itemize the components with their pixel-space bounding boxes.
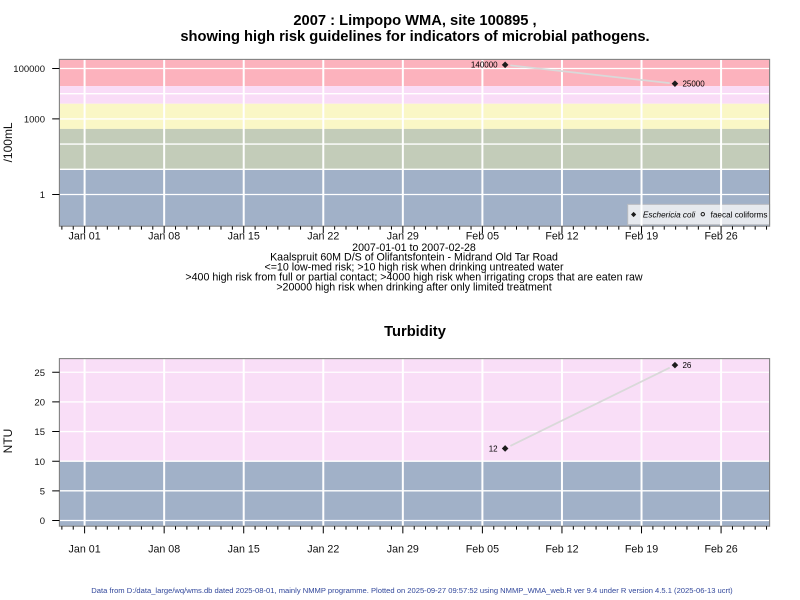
svg-text:Eschericia coli: Eschericia coli <box>643 210 696 219</box>
svg-text:20: 20 <box>34 398 45 409</box>
svg-text:100000: 100000 <box>13 64 45 75</box>
svg-text:Feb 05: Feb 05 <box>466 231 499 243</box>
svg-text:2007-01-01 to 2007-02-28: 2007-01-01 to 2007-02-28 <box>352 242 476 254</box>
svg-text:Jan 15: Jan 15 <box>228 544 260 556</box>
svg-text:25000: 25000 <box>682 80 705 89</box>
svg-text:2007 : Limpopo WMA, site 10089: 2007 : Limpopo WMA, site 100895 , <box>293 13 536 29</box>
svg-text:26: 26 <box>682 361 691 370</box>
svg-text:10: 10 <box>34 457 45 468</box>
svg-text:15: 15 <box>34 427 45 438</box>
svg-text:Feb 12: Feb 12 <box>545 544 578 556</box>
svg-text:5: 5 <box>40 486 45 497</box>
svg-text:Feb 05: Feb 05 <box>466 544 499 556</box>
svg-text:Jan 22: Jan 22 <box>307 544 339 556</box>
svg-text:Jan 01: Jan 01 <box>69 231 101 243</box>
svg-text:1000: 1000 <box>24 115 45 126</box>
svg-text:Feb 12: Feb 12 <box>545 231 578 243</box>
svg-text:faecal coliforms: faecal coliforms <box>711 210 768 219</box>
svg-text:Feb 26: Feb 26 <box>704 544 737 556</box>
svg-text:0: 0 <box>40 516 45 527</box>
svg-text:1: 1 <box>40 190 45 201</box>
svg-text:>20000 high risk when drinking: >20000 high risk when drinking after onl… <box>276 281 551 293</box>
svg-text:>400 high risk from full or pa: >400 high risk from full or partial cont… <box>185 272 643 284</box>
svg-text:Jan 08: Jan 08 <box>148 231 180 243</box>
svg-text:NTU: NTU <box>1 429 15 454</box>
svg-text:Feb 26: Feb 26 <box>704 231 737 243</box>
svg-text:<=10 low-med risk; >10 high ri: <=10 low-med risk; >10 high risk when dr… <box>265 262 564 274</box>
svg-text:/100mL: /100mL <box>1 122 15 162</box>
svg-text:140000: 140000 <box>471 61 498 70</box>
svg-text:12: 12 <box>489 444 498 453</box>
svg-text:Feb 19: Feb 19 <box>625 544 658 556</box>
svg-text:Jan 08: Jan 08 <box>148 544 180 556</box>
svg-text:Jan 29: Jan 29 <box>387 231 419 243</box>
svg-text:25: 25 <box>34 368 45 379</box>
svg-text:showing high risk guidelines f: showing high risk guidelines for indicat… <box>180 29 649 45</box>
svg-text:Jan 29: Jan 29 <box>387 544 419 556</box>
svg-text:Turbidity: Turbidity <box>384 324 447 340</box>
svg-text:Jan 22: Jan 22 <box>307 231 339 243</box>
svg-text:Data from D:/data_large/wq/wms: Data from D:/data_large/wq/wms.db dated … <box>91 586 733 595</box>
svg-text:Jan 01: Jan 01 <box>69 544 101 556</box>
svg-text:Jan 15: Jan 15 <box>228 231 260 243</box>
svg-text:Kaalspruit 60M D/S of Olifants: Kaalspruit 60M D/S of Olifantsfontein - … <box>270 252 558 264</box>
svg-text:Feb 19: Feb 19 <box>625 231 658 243</box>
